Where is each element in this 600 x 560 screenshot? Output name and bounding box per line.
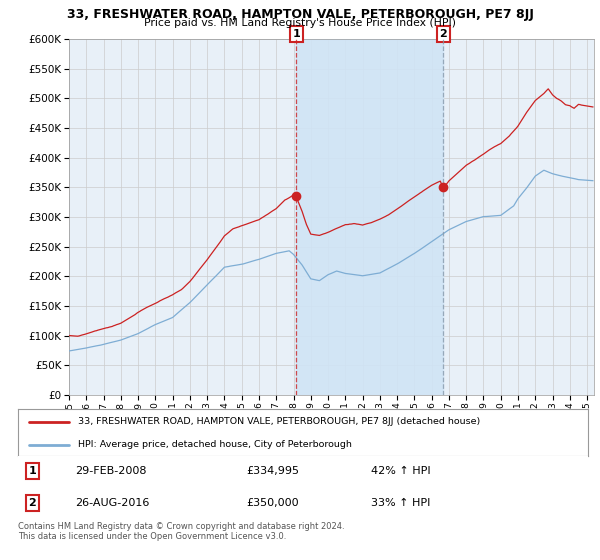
Text: 33% ↑ HPI: 33% ↑ HPI	[371, 498, 431, 508]
Text: £350,000: £350,000	[246, 498, 299, 508]
Text: 29-FEB-2008: 29-FEB-2008	[75, 466, 146, 476]
Text: 1: 1	[28, 466, 36, 476]
Text: 1: 1	[292, 29, 300, 39]
Text: HPI: Average price, detached house, City of Peterborough: HPI: Average price, detached house, City…	[78, 440, 352, 449]
Text: 26-AUG-2016: 26-AUG-2016	[75, 498, 149, 508]
Text: 33, FRESHWATER ROAD, HAMPTON VALE, PETERBOROUGH, PE7 8JJ: 33, FRESHWATER ROAD, HAMPTON VALE, PETER…	[67, 8, 533, 21]
Text: Contains HM Land Registry data © Crown copyright and database right 2024.
This d: Contains HM Land Registry data © Crown c…	[18, 522, 344, 542]
Text: 42% ↑ HPI: 42% ↑ HPI	[371, 466, 431, 476]
Text: 33, FRESHWATER ROAD, HAMPTON VALE, PETERBOROUGH, PE7 8JJ (detached house): 33, FRESHWATER ROAD, HAMPTON VALE, PETER…	[78, 417, 480, 426]
Text: £334,995: £334,995	[246, 466, 299, 476]
Bar	[296, 39, 443, 395]
Text: Price paid vs. HM Land Registry's House Price Index (HPI): Price paid vs. HM Land Registry's House …	[144, 18, 456, 29]
Text: 2: 2	[28, 498, 36, 508]
Text: 2: 2	[439, 29, 447, 39]
